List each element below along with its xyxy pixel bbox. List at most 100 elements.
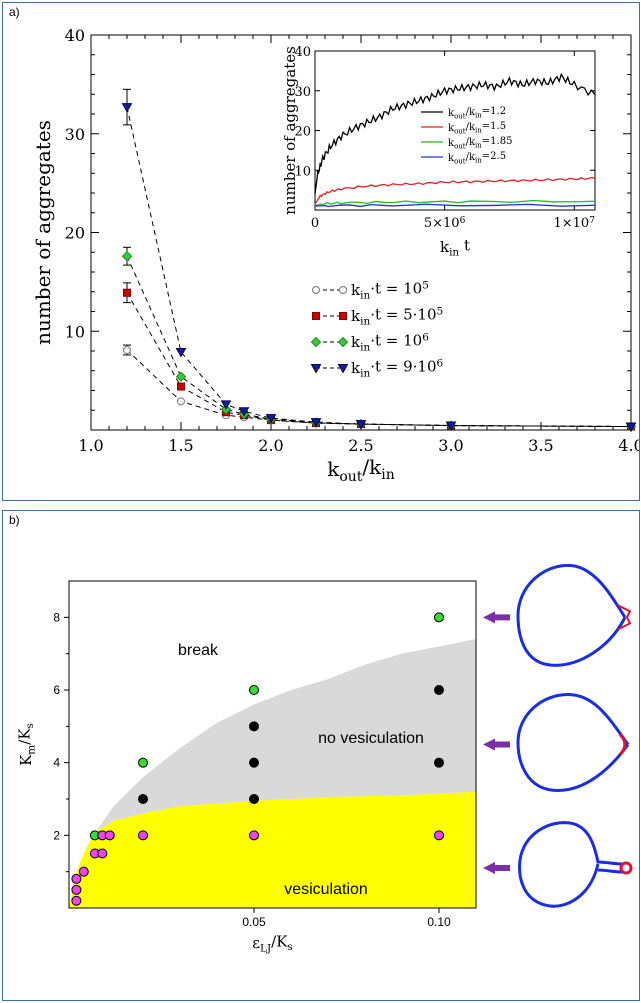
data-point (310, 336, 322, 348)
inset-x-tick-label: 5×106 (424, 216, 466, 231)
data-point (312, 312, 320, 320)
panel-a-label: a) (9, 5, 20, 19)
y-tick-label: 2 (53, 828, 60, 842)
region-label: vesiculation (284, 881, 368, 898)
data-point (434, 612, 444, 623)
data-point (71, 884, 82, 895)
data-point (339, 312, 347, 320)
data-point (249, 721, 259, 732)
x-tick-label: 2.0 (258, 436, 283, 455)
x-axis-label: kout/kin (327, 455, 395, 485)
phase-diagram: 2 4 6 8 0.05 0.10 εLJ/Ks Km/Ks break no vesiculat… (15, 563, 633, 955)
x-tick-label: 2.5 (348, 436, 373, 455)
arrow-icon (483, 862, 510, 875)
y-tick-label: 8 (53, 610, 60, 624)
x-tick-label: 0.10 (427, 915, 451, 929)
x-tick-label: 1.5 (168, 436, 193, 455)
vesiculation-region (69, 791, 476, 908)
data-point (310, 418, 322, 428)
x-tick-label: 1.0 (78, 436, 103, 455)
inset-frame (314, 50, 596, 211)
panel-b: b) 2 4 6 8 0.05 0.10 εLJ/Ks Km/Ks break no vesicu… (2, 510, 640, 1001)
data-point (138, 830, 148, 841)
x-tick-label: 3.0 (438, 436, 463, 455)
inset-series-line (314, 203, 596, 208)
data-point (355, 420, 367, 430)
aggregates-chart: 1.0 1.5 2.0 2.5 3.0 3.5 4.0 10 20 30 40 kout/kin num… (31, 26, 639, 485)
data-point (138, 794, 148, 804)
data-point (238, 407, 250, 417)
inset-x-tick-label: 0 (311, 216, 319, 231)
data-point (249, 830, 259, 841)
data-point (434, 757, 444, 768)
inset-legend-label: kout/kin=1.85 (448, 136, 512, 151)
inset-legend-label: kout/kin=2.5 (448, 151, 506, 166)
data-point (97, 848, 108, 859)
x-tick-label: 4.0 (618, 436, 639, 455)
data-point (122, 345, 132, 355)
legend-label: kin·t = 9·106 (351, 357, 444, 379)
y-axis-label: Km/Ks (15, 723, 37, 766)
vesicle-shape-icon (518, 821, 623, 908)
y-tick-label: 4 (53, 756, 60, 770)
data-point (311, 285, 321, 295)
inset-y-tick-label: 20 (294, 125, 311, 140)
data-point (434, 830, 444, 841)
vesicle-shape-icon (516, 692, 630, 793)
inset-x-tick-label: 1×107 (554, 216, 596, 231)
data-point (434, 685, 444, 695)
inset-legend-label: kout/kin=1.5 (448, 121, 506, 136)
data-point (175, 371, 187, 382)
y-tick-label: 20 (65, 224, 85, 243)
data-point (338, 285, 348, 295)
arrow-icon (483, 738, 510, 751)
inset-series-line (314, 72, 596, 195)
x-tick-label: 3.5 (528, 436, 553, 455)
data-point (445, 421, 457, 432)
data-point (123, 288, 131, 297)
data-point (625, 422, 637, 433)
series (121, 88, 637, 433)
inset-y-axis-label: number of aggregates (281, 46, 299, 215)
data-point (138, 757, 148, 768)
data-point (71, 895, 82, 906)
panel-b-label: b) (9, 513, 20, 527)
y-tick-label: 40 (65, 26, 85, 45)
data-point (310, 364, 322, 374)
inset-y-tick-label: 30 (294, 85, 311, 100)
data-point (71, 873, 82, 884)
data-point (176, 397, 186, 406)
data-point (220, 400, 232, 410)
data-point (249, 757, 259, 768)
inset-series-line (314, 199, 596, 207)
x-axis-label: εLJ/Ks (252, 932, 293, 954)
data-point (265, 414, 277, 424)
legend-label: kin·t = 105 (351, 279, 429, 301)
region-label: no vesiculation (318, 730, 424, 747)
plot-frame (68, 580, 477, 909)
vesicle-shape-icon (516, 563, 627, 667)
arrow-icon (483, 611, 510, 624)
data-point (337, 364, 349, 374)
series-line (126, 106, 632, 428)
legend-label: kin·t = 106 (351, 331, 429, 353)
contact-tip-icon (618, 733, 627, 756)
data-point (121, 103, 133, 113)
inset-series-line (314, 176, 596, 205)
data-point (121, 250, 133, 262)
legend-label: kin·t = 5·105 (351, 305, 443, 327)
y-tick-label: 30 (65, 125, 85, 144)
no-vesiculation-region (69, 639, 476, 908)
data-point (175, 347, 187, 358)
y-axis-label: number of aggregates (31, 120, 55, 345)
y-tick-label: 6 (53, 683, 60, 697)
inset-y-tick-label: 10 (294, 164, 311, 179)
data-point (78, 866, 89, 877)
inset-legend-label: kout/kin=1.2 (448, 106, 506, 121)
y-tick-label: 10 (65, 322, 85, 341)
bud-vesicle-icon (619, 861, 633, 875)
data-point (337, 336, 349, 348)
region-label: break (178, 642, 219, 659)
data-point (104, 830, 115, 841)
data-point (249, 685, 259, 695)
